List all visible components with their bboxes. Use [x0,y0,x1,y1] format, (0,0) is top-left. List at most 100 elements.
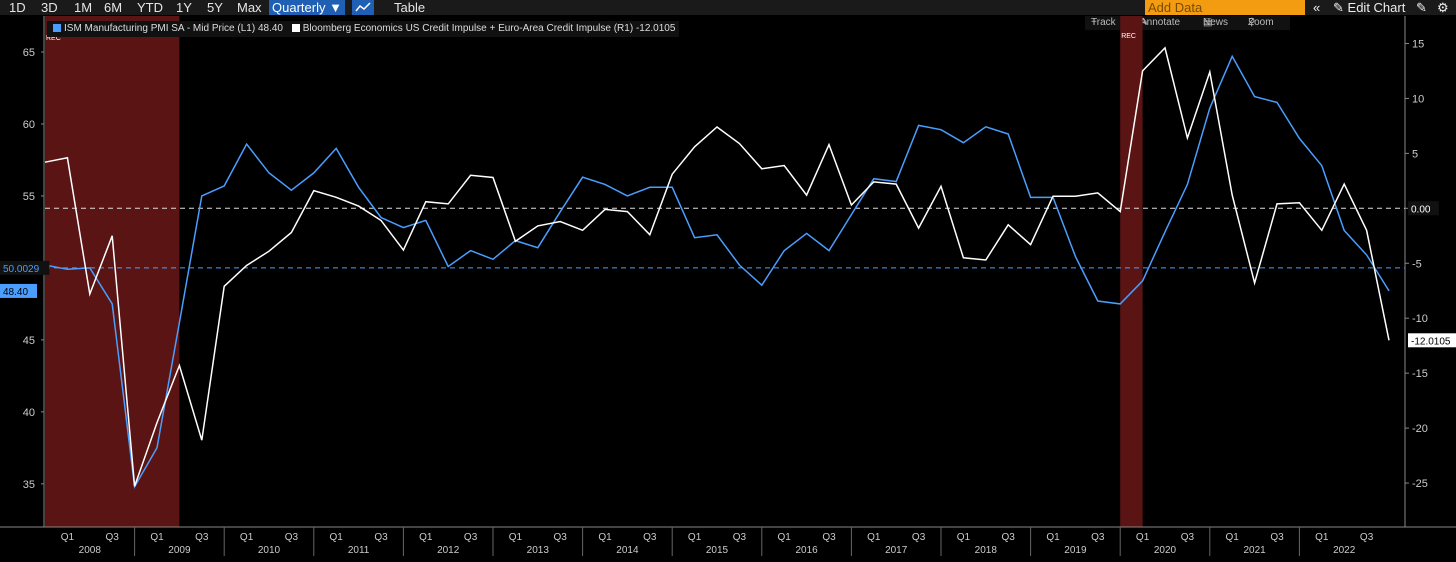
quarter-label: Q3 [1091,532,1105,543]
quarter-label: Q3 [1270,532,1284,543]
pmi-line [44,54,1390,490]
collapse-icon[interactable]: « [1313,0,1321,15]
quarter-label: Q1 [61,532,75,543]
crosshair-icon: + [1091,17,1097,28]
range-max[interactable]: Max [237,0,262,15]
quarter-label: Q1 [240,532,254,543]
edit-chart-label: Edit Chart [1347,0,1406,15]
quarter-label: Q3 [464,532,478,543]
quarter-label: Q3 [1360,532,1374,543]
year-label: 2021 [1243,545,1266,556]
right-tick-label: 15 [1412,38,1424,50]
news-label: News [1203,17,1229,28]
magnifier-icon: ⚲ [1248,17,1256,28]
quarter-label: Q1 [150,532,164,543]
right-tick-label: 5 [1412,148,1418,160]
news-icon: ▤ [1203,17,1213,28]
year-label: 2008 [79,545,102,556]
year-label: 2014 [616,545,639,556]
year-label: 2010 [258,545,281,556]
right-tick-label: -10 [1412,313,1428,325]
annotate-label: Annotate [1140,17,1181,28]
quarter-label: Q1 [1136,532,1150,543]
left-ref-value: 50.0029 [3,264,40,275]
quarter-label: Q1 [867,532,881,543]
quarter-label: Q3 [733,532,747,543]
year-label: 2015 [706,545,729,556]
quarter-label: Q1 [509,532,523,543]
recession-shading: REC REC [45,16,1143,527]
pmi-last-value: 48.40 [3,287,28,298]
range-1d[interactable]: 1D [9,0,26,15]
quarter-label: Q3 [554,532,568,543]
right-ref-value: 0.00 [1411,204,1431,215]
legend-pmi: ISM Manufacturing PMI SA - Mid Price (L1… [64,23,283,34]
range-1m[interactable]: 1M [74,0,93,15]
year-label: 2009 [168,545,191,556]
quarter-label: Q3 [1002,532,1016,543]
gear-icon[interactable]: ⚙ [1437,0,1449,15]
chart-frame [0,16,1456,528]
quarter-label: Q3 [374,532,388,543]
frequency-select[interactable]: Quarterly ▼ [269,0,345,15]
year-label: 2020 [1154,545,1177,556]
track-label: Track [1091,17,1116,28]
quarter-label: Q3 [912,532,926,543]
line-chart-icon[interactable] [352,0,374,15]
pmi-last-value-bg [0,283,37,298]
recession-band [1120,16,1143,527]
range-ytd[interactable]: YTD [137,0,163,15]
toolbar: 1D 3D 1M 6M YTD 1Y 5Y Max Quarterly ▼ Ta… [0,0,1456,15]
add-data-input[interactable]: Add Data [1145,0,1305,15]
left-tick-label: 60 [23,119,35,131]
quarter-label: Q3 [285,532,299,543]
edit-chart-button[interactable]: ✎ Edit Chart [1333,0,1405,15]
legend: ISM Manufacturing PMI SA - Mid Price (L1… [47,21,680,37]
year-label: 2011 [348,545,370,556]
legend-impulse: Bloomberg Economics US Credit Impulse + … [302,23,676,34]
series-lines [44,46,1390,490]
right-tick-label: 10 [1412,93,1424,105]
year-label: 2019 [1064,545,1087,556]
left-tick-label: 40 [23,407,35,419]
pencil-icon: ✎ [1140,17,1149,28]
quarter-label: Q1 [688,532,702,543]
range-6m[interactable]: 6M [104,0,123,15]
recession-band [45,16,180,527]
quarter-label: Q3 [1181,532,1195,543]
recession-marker: REC [1121,33,1136,40]
quarter-label: Q1 [957,532,971,543]
right-ref-value-bg [1408,201,1439,216]
quarter-label: Q3 [643,532,657,543]
year-label: 2013 [527,545,550,556]
range-5y[interactable]: 5Y [207,0,223,15]
quarter-label: Q1 [330,532,344,543]
year-label: 2016 [795,545,818,556]
zoom-label: Zoom [1248,17,1274,28]
range-1y[interactable]: 1Y [176,0,192,15]
quarter-label: Q1 [778,532,792,543]
right-tick-label: -20 [1412,423,1428,435]
right-tick-label: -25 [1412,478,1428,490]
range-3d[interactable]: 3D [41,0,58,15]
year-label: 2012 [437,545,460,556]
left-tick-label: 65 [23,47,35,59]
impulse-last-value-bg [1408,333,1456,348]
left-tick-label: 55 [23,191,35,203]
right-tick-label: -15 [1412,368,1428,380]
pmi-swatch [53,24,61,32]
left-tick-label: 45 [23,335,35,347]
quarter-label: Q3 [106,532,120,543]
table-button[interactable]: Table [394,0,426,15]
quarter-label: Q1 [1226,532,1240,543]
impulse-last-value: -12.0105 [1411,336,1451,347]
quarter-label: Q1 [1315,532,1329,543]
edit-icon[interactable]: ✎ [1416,0,1427,15]
recession-marker: REC [46,35,61,42]
value-labels: 50.0029 48.40 0.00 -12.0105 [0,201,1456,348]
quarter-label: Q3 [195,532,209,543]
quarter-label: Q1 [1046,532,1060,543]
year-label: 2017 [885,545,908,556]
left-tick-label: 35 [23,479,35,491]
